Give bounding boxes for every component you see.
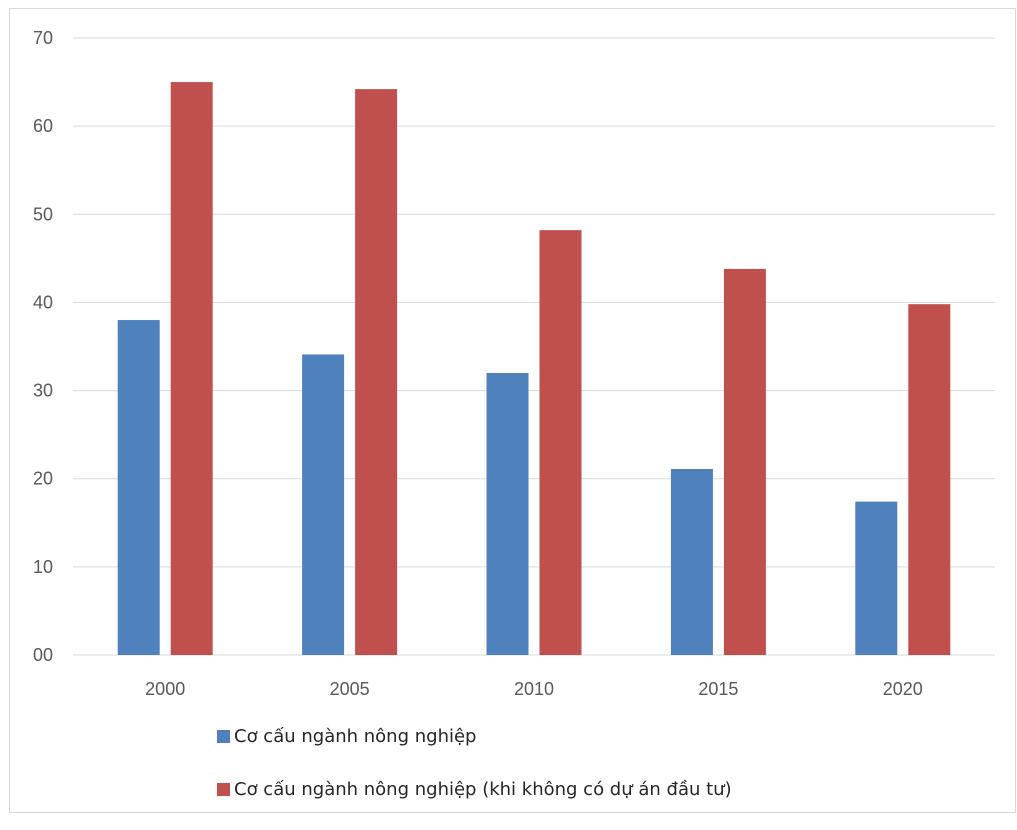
legend-swatch-series-2 (217, 783, 230, 796)
bar-series-2-2000 (170, 82, 213, 656)
bar-series-2-2010 (539, 230, 582, 655)
legend-label-series-1: Cơ cấu ngành nông nghiệp (234, 726, 477, 747)
bar-series-2-2015 (723, 268, 766, 655)
bar-series-2-2005 (355, 89, 398, 655)
x-axis-tick-labels: 2000 2005 2010 2015 2020 (145, 679, 923, 699)
bar-series-1-2010 (486, 372, 529, 655)
bar-series-1-2020 (855, 501, 898, 655)
y-tick-label-20: 20 (33, 469, 53, 489)
bars (117, 82, 951, 656)
x-tick-label-2015: 2015 (698, 679, 738, 699)
y-tick-label-50: 50 (33, 204, 53, 224)
y-tick-label-10: 10 (33, 557, 53, 577)
bar-series-1-2005 (302, 354, 345, 655)
x-tick-label-2020: 2020 (883, 679, 923, 699)
y-tick-label-40: 40 (33, 292, 53, 312)
legend: Cơ cấu ngành nông nghiệp Cơ cấu ngành nô… (217, 724, 732, 830)
y-tick-label-30: 30 (33, 381, 53, 401)
x-tick-label-2000: 2000 (145, 679, 185, 699)
x-tick-label-2010: 2010 (514, 679, 554, 699)
y-tick-label-70: 70 (33, 28, 53, 48)
bar-series-2-2020 (908, 304, 951, 655)
x-tick-label-2005: 2005 (330, 679, 370, 699)
y-tick-label-00: 00 (33, 645, 53, 665)
bar-series-1-2015 (670, 469, 713, 655)
gridlines (73, 37, 995, 656)
y-axis-tick-labels: 00 10 20 30 40 50 60 70 (33, 28, 53, 665)
legend-item-series-1: Cơ cấu ngành nông nghiệp (217, 724, 732, 749)
y-tick-label-60: 60 (33, 116, 53, 136)
legend-swatch-series-1 (217, 730, 230, 743)
legend-item-series-2: Cơ cấu ngành nông nghiệp (khi không có d… (217, 777, 732, 802)
legend-label-series-2: Cơ cấu ngành nông nghiệp (khi không có d… (234, 779, 732, 800)
bar-series-1-2000 (117, 320, 160, 655)
